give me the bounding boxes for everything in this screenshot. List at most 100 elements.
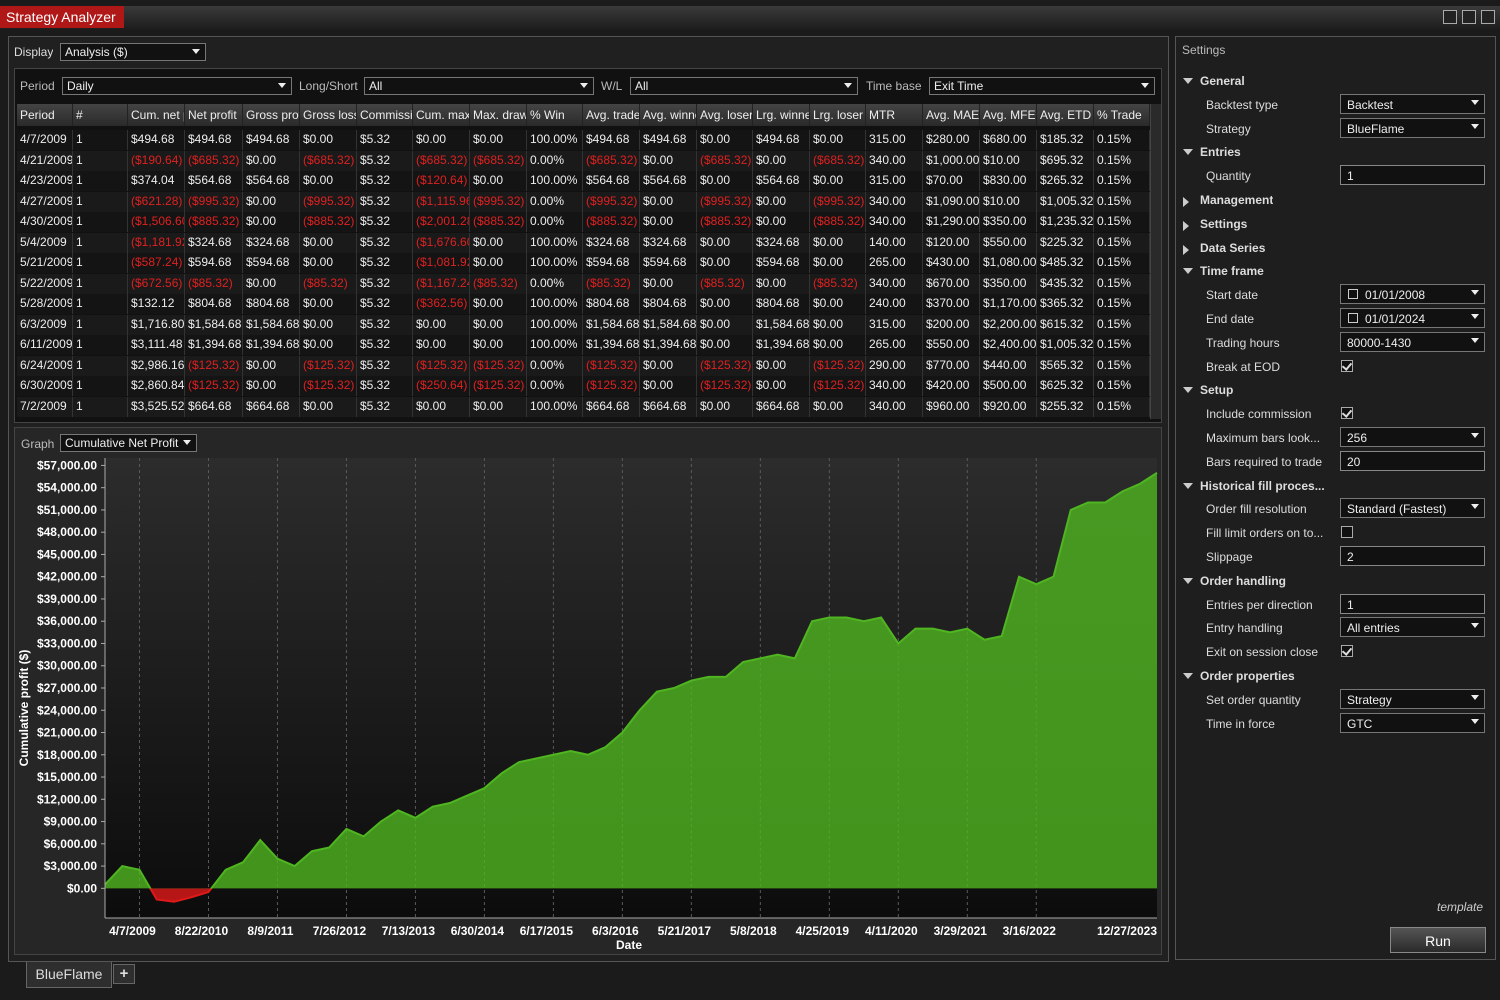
time_base-dropdown[interactable]: Exit Time — [929, 77, 1155, 95]
column-header[interactable]: Gross loss — [300, 104, 357, 126]
section-header[interactable]: Order handling — [1200, 573, 1287, 588]
table-cell: $0.00 — [243, 355, 300, 376]
column-header[interactable]: Lrg. winner — [753, 104, 810, 126]
column-header[interactable]: Lrg. loser — [810, 104, 866, 126]
table-row[interactable] — [17, 150, 1150, 171]
column-header[interactable]: Gross profit — [243, 104, 300, 126]
table-cell: $1,716.80 — [128, 314, 185, 335]
column-header[interactable]: % Trade — [1094, 104, 1150, 126]
table-row[interactable] — [17, 335, 1150, 355]
setting-input[interactable]: 20 — [1340, 450, 1485, 471]
section-arrow[interactable] — [1183, 673, 1193, 684]
setting-dropdown[interactable]: Standard (Fastest) — [1340, 498, 1485, 519]
column-header[interactable]: MTR — [866, 104, 923, 126]
run-button[interactable]: Run — [1390, 927, 1486, 953]
table-cell: $680.00 — [980, 130, 1037, 150]
table-cell: $564.68 — [583, 171, 640, 191]
table-cell: ($1,181.92) — [128, 232, 185, 253]
section-arrow[interactable] — [1183, 149, 1193, 160]
table-cell: ($125.32) — [185, 376, 243, 396]
long_short-dropdown[interactable]: All — [364, 77, 594, 95]
checkbox[interactable] — [1341, 359, 1353, 372]
table-row[interactable] — [17, 253, 1150, 273]
section-header[interactable]: Historical fill proces... — [1200, 478, 1325, 493]
setting-dropdown[interactable]: GTC — [1340, 712, 1485, 733]
close-button[interactable] — [1481, 10, 1495, 24]
column-header[interactable]: Cum. max — [413, 104, 470, 126]
setting-input[interactable]: 1 — [1340, 593, 1485, 614]
column-header[interactable]: Avg. MAE — [923, 104, 980, 126]
table-cell: $564.68 — [753, 171, 810, 191]
setting-dropdown[interactable]: 80000-1430 — [1340, 331, 1485, 352]
section-arrow[interactable] — [1183, 577, 1193, 589]
wl-dropdown[interactable]: All — [630, 77, 858, 95]
setting-dropdown[interactable]: All entries — [1340, 617, 1485, 638]
column-header[interactable]: Commission — [357, 104, 413, 126]
table-cell: $120.00 — [923, 232, 980, 253]
table-row[interactable] — [17, 130, 1150, 150]
checkbox[interactable] — [1341, 407, 1353, 420]
table-cell: ($125.32) — [697, 355, 753, 376]
checkbox[interactable] — [1341, 526, 1353, 539]
section-header[interactable]: Setup — [1200, 383, 1234, 398]
section-header[interactable]: Data Series — [1200, 240, 1266, 255]
section-arrow[interactable] — [1183, 482, 1193, 494]
setting-dropdown[interactable]: Backtest — [1340, 93, 1485, 114]
add-tab-button[interactable]: + — [113, 964, 135, 984]
setting-date[interactable]: 01/01/2024 — [1340, 308, 1485, 328]
column-header[interactable]: Max. drawdown — [470, 104, 527, 126]
table-row[interactable] — [17, 314, 1150, 335]
table-row[interactable] — [17, 376, 1150, 396]
setting-input[interactable]: 1 — [1340, 165, 1485, 186]
column-header[interactable]: # — [73, 104, 128, 126]
table-row[interactable] — [17, 294, 1150, 314]
section-arrow[interactable] — [1183, 78, 1193, 89]
table-row[interactable] — [17, 355, 1150, 376]
period-dropdown[interactable]: Daily — [62, 77, 292, 95]
maximize-button[interactable] — [1462, 10, 1476, 24]
setting-date[interactable]: 01/01/2008 — [1340, 284, 1485, 305]
column-header[interactable]: Period — [17, 104, 73, 126]
setting-dropdown[interactable]: Strategy — [1340, 688, 1485, 709]
section-header[interactable]: Entries — [1200, 145, 1241, 160]
section-header[interactable]: Time frame — [1200, 264, 1264, 279]
table-cell: 0.15% — [1094, 355, 1150, 376]
strategy-tab[interactable]: BlueFlame — [26, 962, 112, 988]
column-header[interactable]: Avg. MFE — [980, 104, 1037, 126]
section-header[interactable]: General — [1200, 74, 1245, 88]
section-header[interactable]: Settings — [1200, 216, 1248, 231]
table-row[interactable] — [17, 273, 1150, 294]
column-header[interactable]: Avg. ETD — [1037, 104, 1094, 126]
table-cell: ($1,115.96) — [413, 191, 470, 212]
table-cell: 1 — [73, 130, 128, 150]
table-row[interactable] — [17, 212, 1150, 232]
table-row[interactable] — [17, 191, 1150, 212]
column-header[interactable]: % Win — [527, 104, 583, 126]
table-row[interactable] — [17, 171, 1150, 191]
column-header[interactable]: Avg. loser — [697, 104, 753, 126]
column-header[interactable]: Avg. trade — [583, 104, 640, 126]
section-arrow[interactable] — [1183, 220, 1194, 231]
column-header[interactable]: Avg. winner — [640, 104, 697, 126]
minimize-button[interactable] — [1443, 10, 1457, 24]
section-header[interactable]: Management — [1200, 193, 1274, 207]
graph-dropdown[interactable]: Cumulative Net Profit — [60, 434, 197, 452]
display-dropdown[interactable]: Analysis ($) — [60, 43, 206, 61]
checkbox[interactable] — [1341, 645, 1353, 658]
column-header[interactable]: Cum. net profit — [128, 104, 185, 126]
table-cell: $5.32 — [357, 232, 413, 253]
section-header[interactable]: Order properties — [1200, 669, 1295, 683]
scrollbar[interactable] — [1150, 104, 1161, 419]
table-row[interactable] — [17, 396, 1150, 417]
section-arrow[interactable] — [1183, 268, 1193, 279]
setting-dropdown[interactable]: 256 — [1340, 427, 1485, 447]
table-cell: $324.68 — [583, 232, 640, 253]
column-header[interactable]: Net profit — [185, 104, 243, 126]
setting-input[interactable]: 2 — [1340, 546, 1485, 566]
table-cell: $0.00 — [697, 130, 753, 150]
section-arrow[interactable] — [1183, 197, 1194, 207]
section-arrow[interactable] — [1183, 387, 1193, 398]
section-arrow[interactable] — [1183, 244, 1194, 255]
setting-dropdown[interactable]: BlueFlame — [1340, 117, 1485, 138]
table-row[interactable] — [17, 232, 1150, 253]
